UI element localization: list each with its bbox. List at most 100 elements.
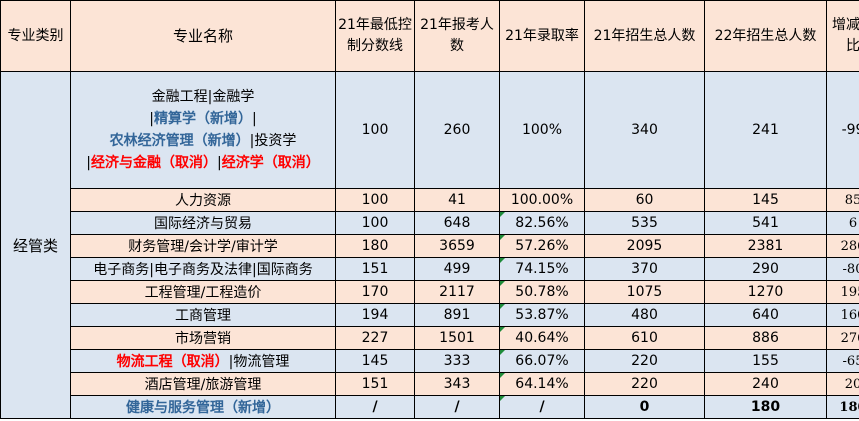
applicants-cell: 41 — [414, 188, 500, 212]
diff-cell: -65 — [826, 349, 859, 373]
enroll22-cell: 180 — [704, 395, 827, 419]
table-row: 经管类 金融工程|金融学 |精算学（新增）| 农林经济管理（新增）|投资学 |经… — [0, 71, 859, 419]
enroll21-cell: 220 — [584, 372, 705, 396]
enroll21-cell: 370 — [584, 257, 705, 281]
min-score-cell: 151 — [335, 372, 415, 396]
table-row: 国际经济与贸易 100 648 82.56% 535 541 6 — [1, 211, 859, 235]
table-row: 酒店管理/旅游管理 151 343 64.14% 220 240 20 — [1, 372, 859, 396]
diff-cell: 286 — [826, 234, 859, 258]
new-major-text: 精算学（新增） — [154, 111, 252, 127]
major-name-cell: 酒店管理/旅游管理 — [70, 372, 336, 396]
min-score-cell: 180 — [335, 234, 415, 258]
table-row: 市场营销 227 1501 40.64% 610 886 276 — [1, 326, 859, 350]
major-name-cell: 健康与服务管理（新增） — [70, 395, 336, 419]
table-row: 工商管理 194 891 53.87% 480 640 160 — [1, 303, 859, 327]
min-score-cell: 194 — [335, 303, 415, 327]
applicants-cell: 648 — [414, 211, 500, 235]
rate-cell: 100.00% — [499, 188, 585, 212]
header-category: 专业类别 — [0, 0, 71, 72]
major-name-cell: 电子商务|电子商务及法律|国际商务 — [70, 257, 336, 281]
separator: | — [217, 155, 222, 171]
diff-cell: 6 — [826, 211, 859, 235]
table-row: 人力资源 100 41 100.00% 60 145 85 — [1, 188, 859, 212]
enroll21-cell: 220 — [584, 349, 705, 373]
header-enroll22: 22年招生总人数 — [704, 0, 827, 72]
diff-cell: 195 — [826, 280, 859, 304]
major-name-cell: 工商管理 — [70, 303, 336, 327]
diff-cell: 276 — [826, 326, 859, 350]
enroll22-cell: 290 — [704, 257, 827, 281]
major-line: |经济与金融（取消）|经济学（取消） — [72, 152, 335, 174]
header-diff: 增减对比 — [826, 0, 859, 72]
enroll21-cell: 340 — [584, 71, 705, 189]
applicants-cell: 2117 — [414, 280, 500, 304]
enroll21-cell: 480 — [584, 303, 705, 327]
major-name-cell: 工程管理/工程造价 — [70, 280, 336, 304]
separator: | — [252, 111, 257, 127]
category-cell: 经管类 — [0, 71, 71, 419]
enroll21-cell: 0 — [584, 395, 705, 419]
header-major-name: 专业名称 — [70, 0, 336, 72]
diff-cell: -80 — [826, 257, 859, 281]
rate-cell: 74.15% — [499, 257, 585, 281]
rate-cell: 66.07% — [499, 349, 585, 373]
enroll21-cell: 610 — [584, 326, 705, 350]
rate-cell: 53.87% — [499, 303, 585, 327]
new-major-text: 农林经济管理（新增） — [109, 133, 250, 149]
major-name-cell: 物流工程（取消）|物流管理 — [70, 349, 336, 373]
major-name-cell: 市场营销 — [70, 326, 336, 350]
enroll21-cell: 535 — [584, 211, 705, 235]
applicants-cell: 3659 — [414, 234, 500, 258]
major-line: |精算学（新增）| — [72, 108, 335, 130]
rate-cell: 64.14% — [499, 372, 585, 396]
cancelled-major-text: 物流工程（取消） — [116, 354, 229, 370]
enroll22-cell: 1270 — [704, 280, 827, 304]
enroll22-cell: 240 — [704, 372, 827, 396]
major-name-cell: 金融工程|金融学 |精算学（新增）| 农林经济管理（新增）|投资学 |经济与金融… — [70, 71, 336, 189]
min-score-cell: 145 — [335, 349, 415, 373]
table-row: 电子商务|电子商务及法律|国际商务 151 499 74.15% 370 290… — [1, 257, 859, 281]
major-name-cell: 财务管理/会计学/审计学 — [70, 234, 336, 258]
rate-cell: 57.26% — [499, 234, 585, 258]
separator: | — [149, 111, 154, 127]
diff-cell: 20 — [826, 372, 859, 396]
min-score-cell: / — [335, 395, 415, 419]
header-rate: 21年录取率 — [499, 0, 585, 72]
min-score-cell: 227 — [335, 326, 415, 350]
enroll22-cell: 145 — [704, 188, 827, 212]
enroll22-cell: 886 — [704, 326, 827, 350]
table-row: 财务管理/会计学/审计学 180 3659 57.26% 2095 2381 2… — [1, 234, 859, 258]
min-score-cell: 100 — [335, 188, 415, 212]
applicants-cell: / — [414, 395, 500, 419]
rate-cell: 50.78% — [499, 280, 585, 304]
min-score-cell: 170 — [335, 280, 415, 304]
table-row: 健康与服务管理（新增） / / / 0 180 180 — [1, 395, 859, 419]
major-text: 金融工程|金融学 — [151, 89, 255, 105]
separator: | — [86, 155, 91, 171]
header-row: 专业类别 专业名称 21年最低控制分数线 21年报考人数 21年录取率 21年招… — [0, 0, 859, 72]
diff-cell: 160 — [826, 303, 859, 327]
major-line: 金融工程|金融学 — [72, 86, 335, 108]
enroll22-cell: 541 — [704, 211, 827, 235]
enroll22-cell: 241 — [704, 71, 827, 189]
diff-cell: -99 — [826, 71, 859, 189]
major-name-cell: 人力资源 — [70, 188, 336, 212]
enroll22-cell: 155 — [704, 349, 827, 373]
enroll22-cell: 2381 — [704, 234, 827, 258]
applicants-cell: 333 — [414, 349, 500, 373]
diff-cell: 85 — [826, 188, 859, 212]
major-name-cell: 国际经济与贸易 — [70, 211, 336, 235]
applicants-cell: 891 — [414, 303, 500, 327]
table-row: 物流工程（取消）|物流管理 145 333 66.07% 220 155 -65 — [1, 349, 859, 373]
header-enroll21: 21年招生总人数 — [584, 0, 705, 72]
enroll21-cell: 60 — [584, 188, 705, 212]
applicants-cell: 343 — [414, 372, 500, 396]
header-min-score: 21年最低控制分数线 — [335, 0, 415, 72]
major-text: |物流管理 — [228, 354, 290, 370]
cancelled-major-text: 经济与金融（取消） — [91, 155, 217, 171]
rate-cell: 40.64% — [499, 326, 585, 350]
major-line: 农林经济管理（新增）|投资学 — [72, 130, 335, 152]
enroll21-cell: 2095 — [584, 234, 705, 258]
rate-cell: 100% — [499, 71, 585, 189]
